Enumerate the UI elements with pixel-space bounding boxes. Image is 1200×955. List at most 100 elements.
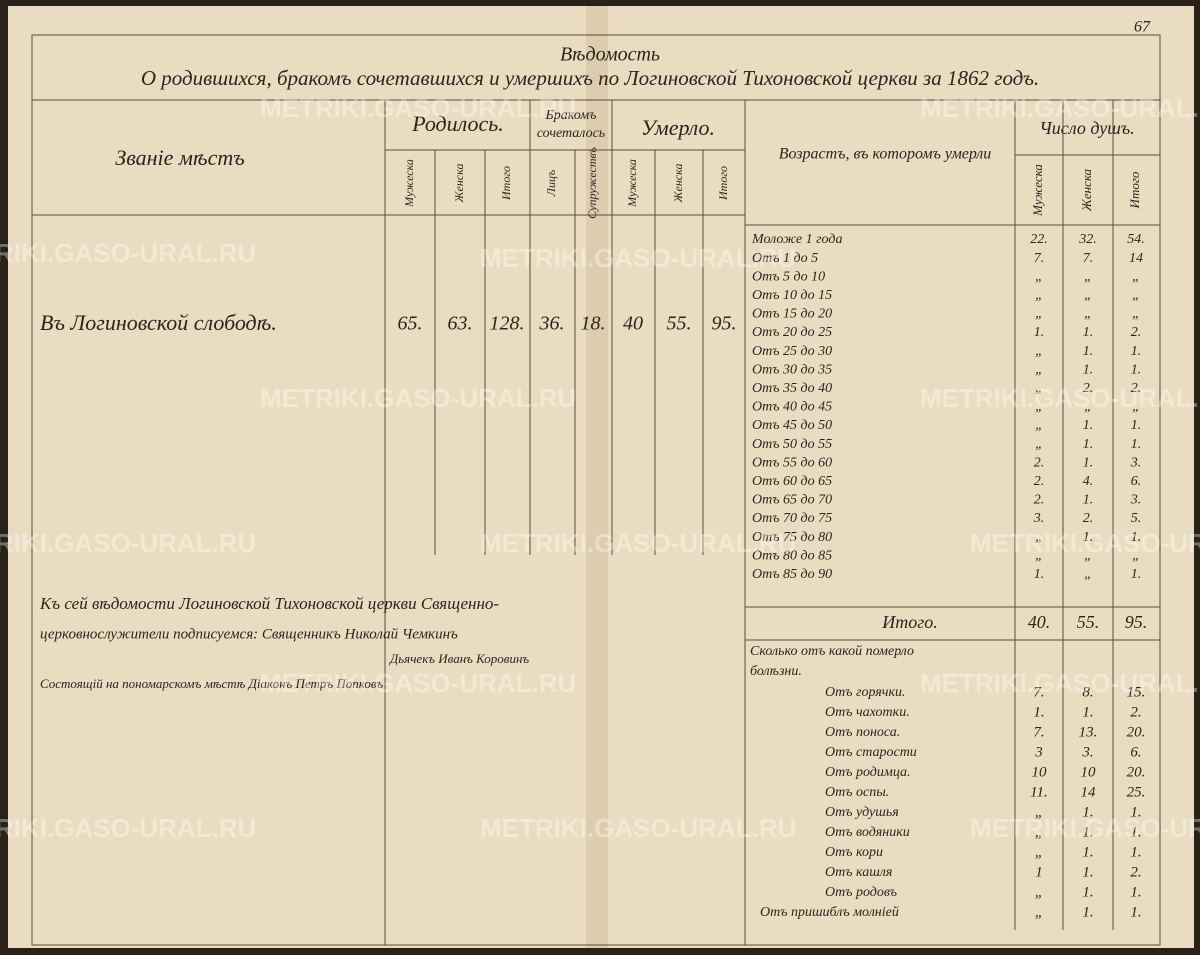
cell-value: „ <box>1035 824 1043 840</box>
cell-value: 14 <box>1081 784 1097 800</box>
sub-header: Женска <box>452 164 466 204</box>
cell-value: 2. <box>1131 381 1142 396</box>
cell-value: 1. <box>1034 325 1045 340</box>
cell-value: 1. <box>1082 864 1093 880</box>
cell-value: „ <box>1132 400 1140 415</box>
age-label: Отъ 85 до 90 <box>752 567 832 582</box>
watermark: METRIKI.GASO-URAL.RU <box>0 238 256 268</box>
total-value: 40. <box>1028 612 1051 632</box>
cell-value: „ <box>1035 381 1043 396</box>
cell-value: 2. <box>1083 511 1094 526</box>
total-value: 55. <box>1077 612 1100 632</box>
cell-value: 1. <box>1130 824 1141 840</box>
cell-value: 1. <box>1083 437 1094 452</box>
cell-value: 1. <box>1131 344 1142 359</box>
cell-value: 2. <box>1130 704 1141 720</box>
age-header: Возрастъ, въ которомъ умерли <box>779 146 992 163</box>
age-label: Отъ 70 до 75 <box>752 511 832 526</box>
cell-value: 1. <box>1130 904 1141 920</box>
sub-header: Мужеска <box>625 159 639 208</box>
disease-label: Отъ оспы. <box>825 785 889 800</box>
watermark: METRIKI.GASO-URAL.RU <box>260 383 576 413</box>
cell-value: 36. <box>539 313 565 335</box>
cell-value: 65. <box>398 313 423 335</box>
cell-value: „ <box>1035 904 1043 920</box>
cell-value: 55. <box>667 313 692 335</box>
cell-value: 1. <box>1083 493 1094 508</box>
fold <box>586 6 608 948</box>
sub-header: Лицъ <box>544 170 558 197</box>
sub-header: Мужеска <box>1030 164 1045 217</box>
total-value: 95. <box>1125 612 1148 632</box>
cell-value: 1. <box>1131 362 1142 377</box>
cell-value: 1. <box>1130 884 1141 900</box>
disease-label: Отъ удушья <box>825 805 899 820</box>
cell-value: „ <box>1132 307 1140 322</box>
cell-value: 7. <box>1033 684 1044 700</box>
sub-header: Супружествъ <box>585 147 599 219</box>
age-label: Моложе 1 года <box>751 232 842 247</box>
cell-value: 10 <box>1081 764 1097 780</box>
cell-value: 13. <box>1079 724 1098 740</box>
disease-label: Отъ кори <box>825 845 883 860</box>
cell-value: „ <box>1132 269 1140 284</box>
cell-value: „ <box>1084 567 1092 582</box>
cell-value: 3. <box>1130 493 1142 508</box>
age-label: Отъ 60 до 65 <box>752 474 832 489</box>
cell-value: „ <box>1035 418 1043 433</box>
watermark: METRIKI.GASO-URAL.RU <box>260 668 576 698</box>
watermark: METRIKI.GASO-URAL.RU <box>0 528 256 558</box>
cell-value: 1. <box>1083 325 1094 340</box>
age-label: Отъ 75 до 80 <box>752 530 832 545</box>
watermark: METRIKI.GASO-URAL.RU <box>480 528 796 558</box>
cell-value: 1. <box>1083 455 1094 470</box>
cell-value: 4. <box>1083 474 1094 489</box>
cell-value: 1. <box>1131 437 1142 452</box>
cell-value: 3 <box>1034 744 1043 760</box>
cell-value: 1. <box>1131 530 1142 545</box>
cell-value: „ <box>1035 400 1043 415</box>
place-header: Званіе мѣстъ <box>115 145 244 170</box>
cell-value: „ <box>1035 437 1043 452</box>
disease-label: Отъ родовъ <box>825 885 897 900</box>
cell-value: 32. <box>1078 232 1097 247</box>
died-header: Умерло. <box>641 115 715 140</box>
cell-value: 1 <box>1035 864 1043 880</box>
cell-value: 3. <box>1130 455 1142 470</box>
cell-value: 2. <box>1083 381 1094 396</box>
cell-value: „ <box>1084 548 1092 563</box>
cell-value: 7. <box>1083 251 1094 266</box>
cell-value: 2. <box>1034 474 1045 489</box>
cell-value: „ <box>1035 844 1043 860</box>
cell-value: „ <box>1035 884 1043 900</box>
cell-value: 128. <box>490 313 525 335</box>
cell-value: 1. <box>1034 567 1045 582</box>
cell-value: 20. <box>1127 724 1146 740</box>
disease-label: Отъ кашля <box>825 865 892 880</box>
cell-value: 1. <box>1131 418 1142 433</box>
age-label: Отъ 20 до 25 <box>752 325 832 340</box>
cell-value: 1. <box>1082 884 1093 900</box>
signature-line: Дьячекъ Иванъ Коровинъ <box>388 651 529 666</box>
cell-value: 11. <box>1030 784 1048 800</box>
disease-label: Отъ горячки. <box>825 685 906 700</box>
cell-value: „ <box>1035 288 1043 303</box>
disease-label: Отъ родимца. <box>825 765 911 780</box>
cell-value: „ <box>1035 307 1043 322</box>
cell-value: 1. <box>1083 530 1094 545</box>
age-label: Отъ 1 до 5 <box>752 251 818 266</box>
cell-value: 1. <box>1083 362 1094 377</box>
watermark: METRIKI.GASO-URAL.RU <box>970 813 1200 843</box>
cell-value: 3. <box>1033 511 1045 526</box>
sub-header: Итого <box>1127 171 1142 209</box>
total-label: Итого. <box>881 612 938 632</box>
age-label: Отъ 45 до 50 <box>752 418 832 433</box>
cell-value: 63. <box>448 313 473 335</box>
cell-value: 6. <box>1131 474 1142 489</box>
age-label: Отъ 30 до 35 <box>752 362 832 377</box>
cell-value: „ <box>1035 548 1043 563</box>
cell-value: 22. <box>1030 232 1048 247</box>
cell-value: 2. <box>1034 455 1045 470</box>
cell-value: „ <box>1084 400 1092 415</box>
